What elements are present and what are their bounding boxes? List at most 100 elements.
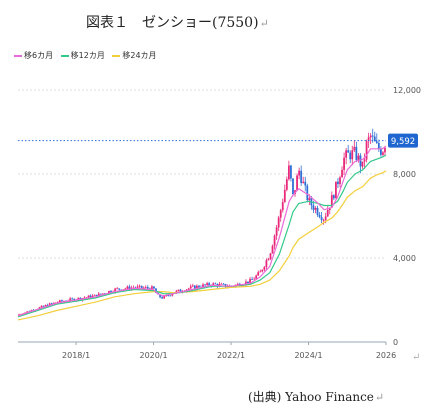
candle-body <box>159 294 161 298</box>
candle-body <box>177 289 180 291</box>
candle-body <box>118 288 121 290</box>
candle-body <box>345 150 348 158</box>
candle-body <box>320 217 323 220</box>
candle-body <box>379 148 382 155</box>
candle-body <box>373 136 376 142</box>
x-tick-label: 2020/1 <box>140 351 168 360</box>
ma12-line <box>17 154 387 318</box>
candle-body <box>259 271 262 273</box>
candle-body <box>187 288 190 290</box>
candle-body <box>153 286 155 289</box>
legend-label-ma6: 移6カ月 <box>24 51 54 60</box>
x-tick-label: 2022/1 <box>217 351 245 360</box>
candle-body <box>146 287 149 289</box>
y-tick-label: 0 <box>393 338 398 347</box>
candle-body <box>322 219 325 221</box>
candle-body <box>202 284 204 288</box>
current-price-label: 9,592 <box>391 137 415 147</box>
candle-body <box>128 286 131 290</box>
candle-body <box>71 298 74 300</box>
candle-body <box>326 210 329 217</box>
candle-body <box>99 293 102 295</box>
candle-body <box>281 202 284 211</box>
legend-label-ma12: 移12カ月 <box>70 51 105 60</box>
candle-body <box>222 283 225 285</box>
candle-body <box>371 135 374 137</box>
y-tick-label: 12,000 <box>393 86 421 95</box>
candle-body <box>375 141 378 144</box>
legend-item-ma12[interactable]: 移12カ月 <box>60 50 105 61</box>
candle-body <box>261 269 264 272</box>
candle-body <box>283 189 286 203</box>
candle-body <box>249 279 251 284</box>
candle-body <box>195 285 198 289</box>
candle-body <box>257 272 260 276</box>
x-tick-label: 2018/1 <box>62 351 90 360</box>
candle-body <box>208 283 211 286</box>
candle-body <box>175 290 178 293</box>
candle-body <box>193 285 196 289</box>
candle-body <box>355 146 358 160</box>
candle-body <box>273 235 276 246</box>
candle-body <box>339 177 341 185</box>
candle-body <box>367 137 370 142</box>
candle-body <box>50 303 53 305</box>
candle-body <box>108 290 110 294</box>
candle-body <box>304 181 307 186</box>
candle-body <box>271 245 274 254</box>
candle-body <box>151 286 153 290</box>
candle-body <box>189 286 192 289</box>
candle-body <box>40 305 43 308</box>
candle-body <box>292 178 294 195</box>
candle-body <box>236 283 239 285</box>
candle-body <box>97 293 100 297</box>
candle-body <box>314 207 317 210</box>
candle-body <box>377 143 380 149</box>
x-tick-label: 2026 <box>376 351 396 360</box>
candle-body <box>351 150 354 160</box>
y-tick-label: 8,000 <box>393 170 416 179</box>
candle-body <box>214 283 217 285</box>
candle-body <box>93 294 96 296</box>
ma24-line <box>17 170 387 321</box>
candle-body <box>365 141 368 160</box>
candle-body <box>330 195 333 208</box>
legend-swatch-ma12 <box>60 54 69 57</box>
candle-body <box>161 297 164 299</box>
candle-body <box>95 294 98 297</box>
candle-body <box>114 288 117 292</box>
y-tick-label: 4,000 <box>393 254 416 263</box>
candle-body <box>277 217 280 228</box>
candle-body <box>285 179 288 190</box>
candle-body <box>255 275 258 279</box>
candle-body <box>253 278 256 280</box>
legend-item-ma24[interactable]: 移24カ月 <box>112 50 157 61</box>
candle-body <box>136 286 139 288</box>
candle-body <box>48 303 51 307</box>
candle-body <box>52 302 55 304</box>
legend-swatch-ma24 <box>112 54 121 57</box>
candle-body <box>44 305 47 307</box>
candle-body <box>204 284 206 286</box>
current-price-badge <box>388 133 418 148</box>
legend-item-ma6[interactable]: 移6カ月 <box>14 50 53 61</box>
candle-body <box>116 288 119 290</box>
candle-body <box>384 148 386 153</box>
candle-body <box>171 293 174 296</box>
candle-body <box>306 185 309 201</box>
return-mark-icon: ↵ <box>259 17 269 30</box>
candle-body <box>224 283 227 287</box>
candle-body <box>328 207 331 211</box>
figure-title-text: 図表１ ゼンショー(7550) <box>86 15 259 31</box>
candle-body <box>198 285 200 288</box>
candle-body <box>61 300 63 302</box>
candle-body <box>247 281 249 284</box>
candle-body <box>332 195 335 199</box>
candle-body <box>101 293 104 295</box>
candle-body <box>142 287 145 289</box>
ma6-line <box>17 146 387 317</box>
candle-body <box>337 181 339 185</box>
candle-body <box>87 295 90 298</box>
candle-body <box>206 283 209 285</box>
candle-body <box>26 311 29 313</box>
